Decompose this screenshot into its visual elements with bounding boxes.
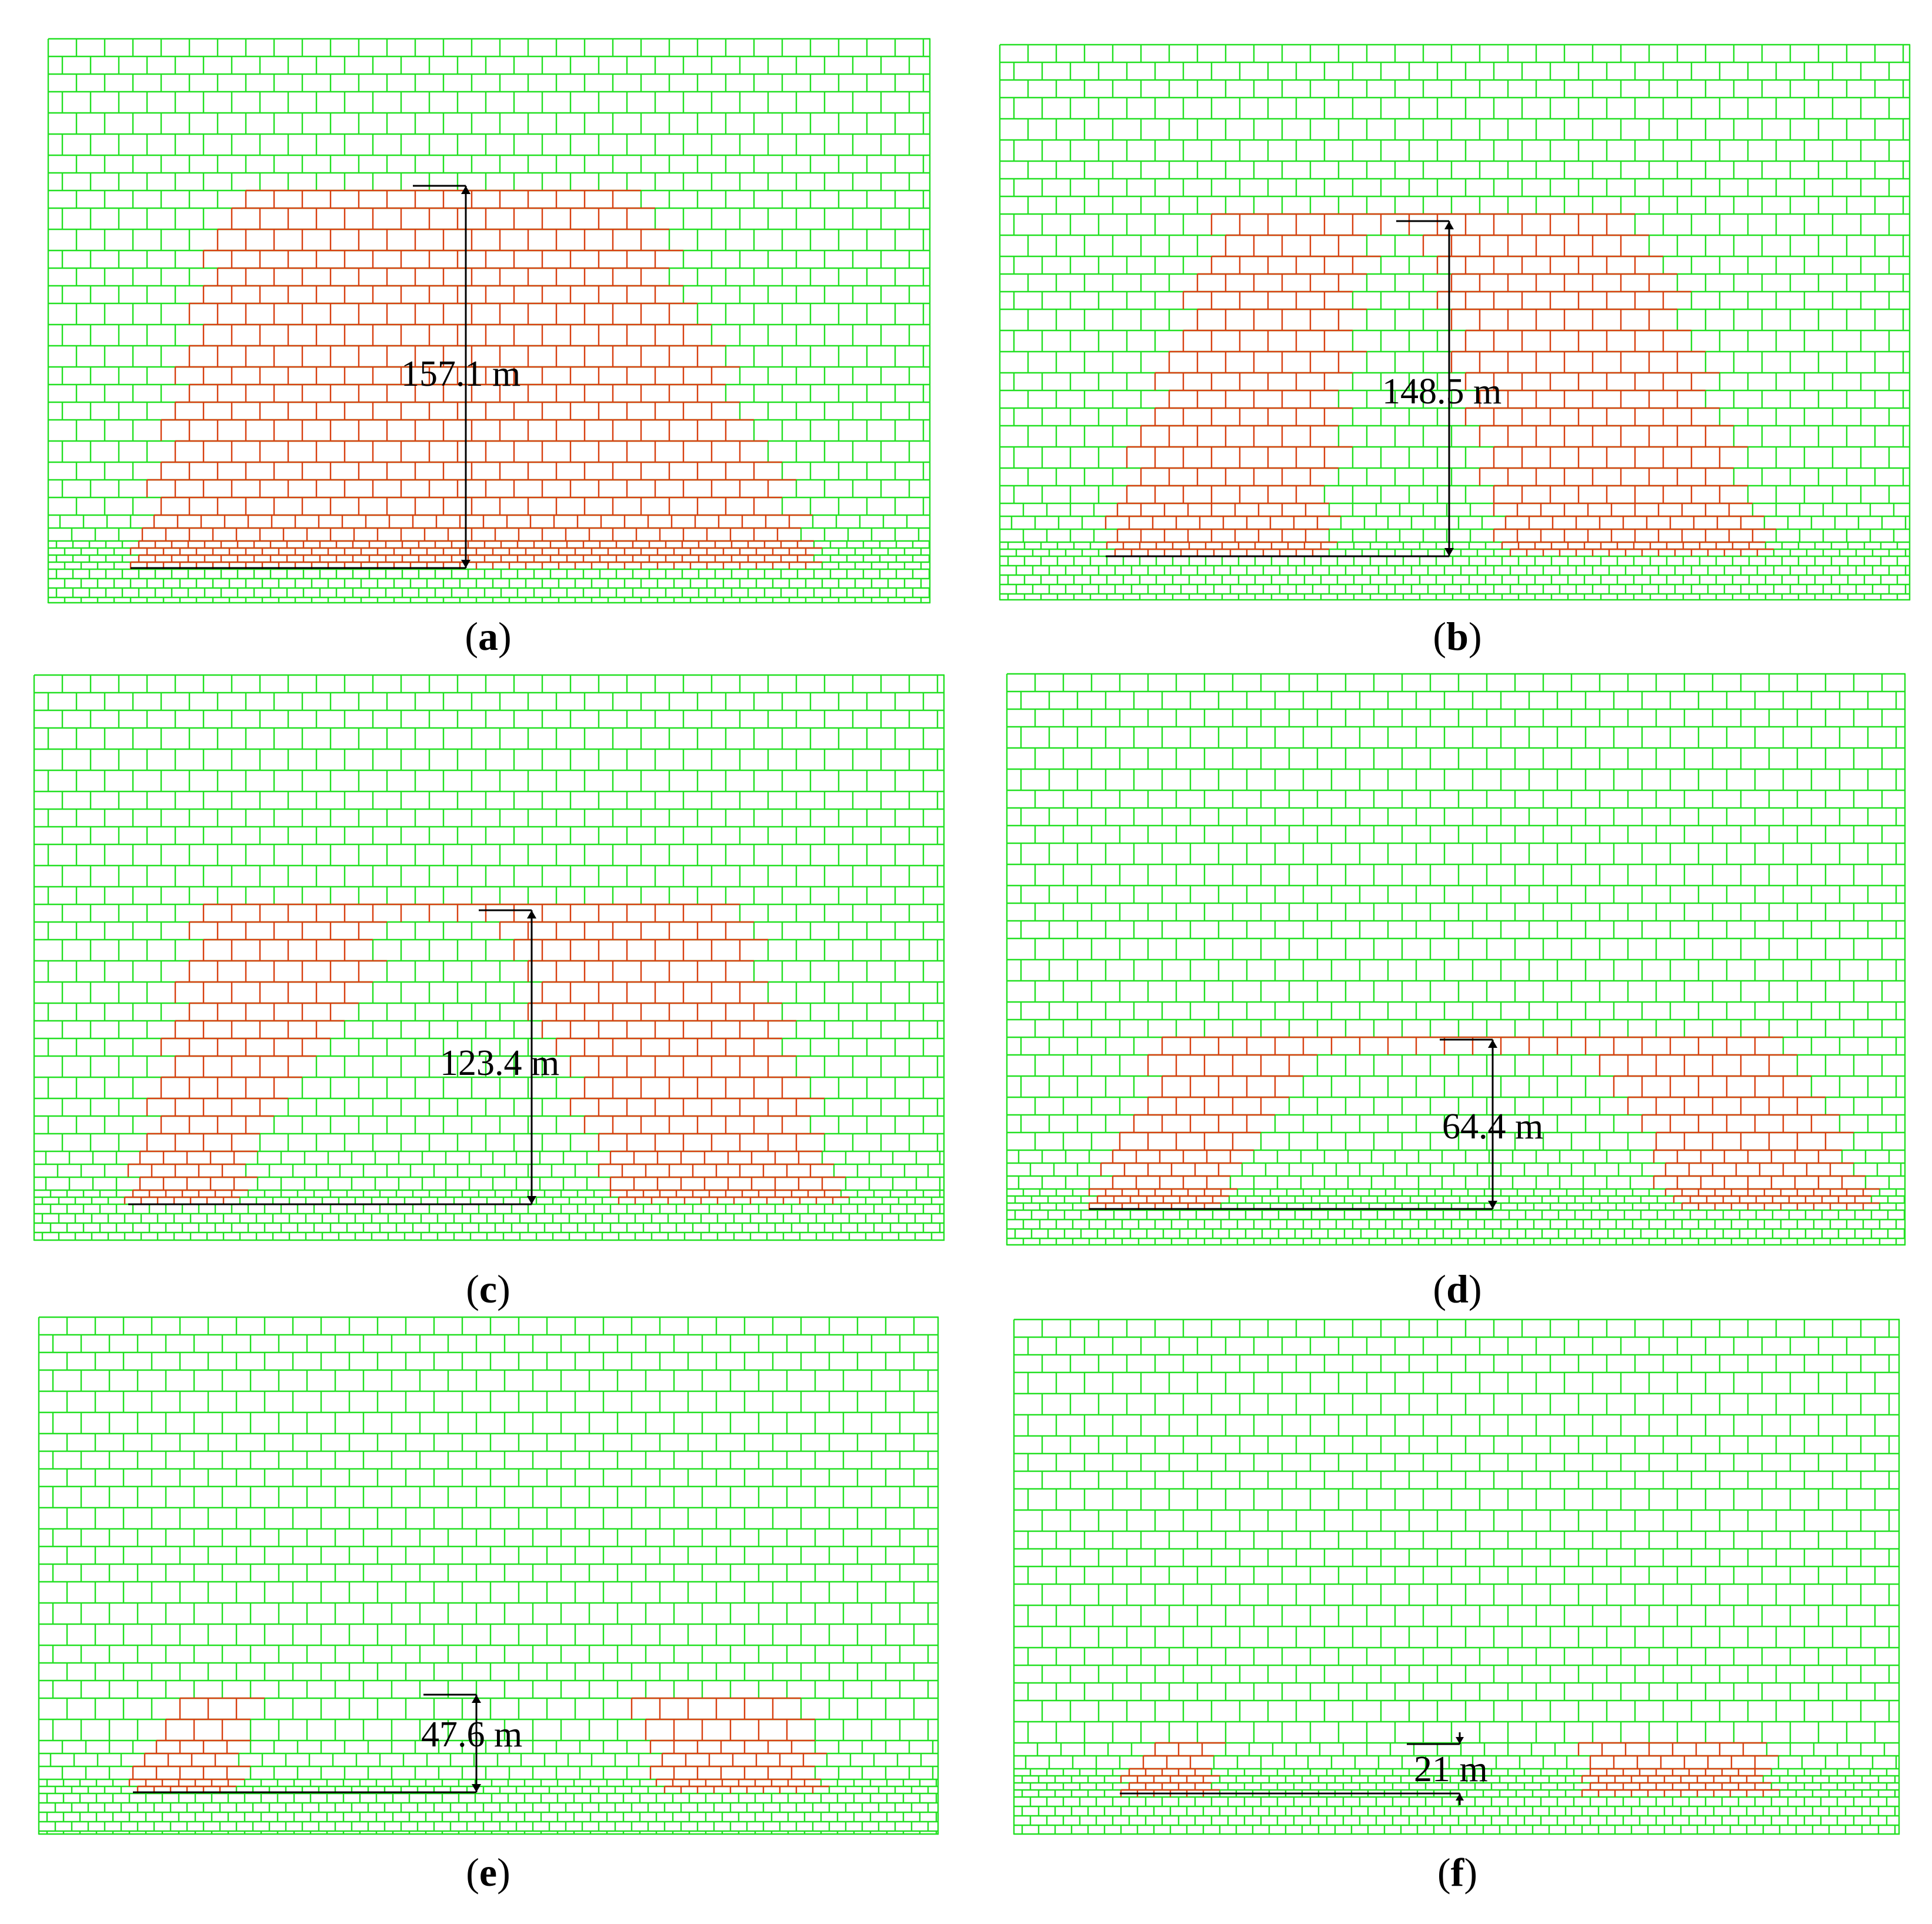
fractured-zone-blocks — [129, 189, 822, 569]
fractured-zone-blocks — [124, 903, 849, 1204]
arrow-down-icon — [461, 560, 471, 568]
height-label: 123.4 m — [440, 1043, 559, 1083]
fractured-zone-blocks — [1105, 213, 1776, 556]
height-dimension: 47.6 m — [133, 1693, 522, 1793]
panel-f-figure: 21 m — [1013, 1318, 1900, 1835]
arrow-down-icon — [1488, 1201, 1497, 1209]
arrow-down-icon — [1444, 548, 1454, 556]
arrow-down-icon — [472, 1784, 481, 1792]
height-label: 64.4 m — [1442, 1107, 1543, 1147]
caption-e: (e) — [466, 1850, 510, 1895]
height-dimension: 148.5 m — [1106, 220, 1501, 557]
panel-a-figure: 157.1 m — [47, 38, 931, 604]
rock-block-mesh — [999, 44, 1911, 601]
height-label: 157.1 m — [401, 354, 520, 394]
height-dimension: 21 m — [1120, 1732, 1488, 1805]
arrow-up-icon — [1456, 1793, 1464, 1801]
fractured-zone-blocks — [1120, 1742, 1780, 1797]
panel-c-figure: 123.4 m — [33, 674, 945, 1241]
height-dimension: 64.4 m — [1089, 1038, 1543, 1210]
arrow-up-icon — [461, 186, 471, 194]
fractured-zone-blocks — [1088, 1036, 1880, 1210]
arrow-up-icon — [1444, 221, 1454, 229]
arrow-up-icon — [527, 910, 536, 918]
rock-block-mesh — [47, 38, 931, 604]
caption-a: (a) — [465, 614, 512, 659]
height-dimension: 157.1 m — [131, 185, 520, 569]
arrow-down-icon — [1456, 1737, 1464, 1744]
arrow-up-icon — [472, 1695, 481, 1703]
caption-d: (d) — [1433, 1267, 1482, 1311]
arrow-up-icon — [1488, 1040, 1497, 1048]
caption-f: (f) — [1437, 1850, 1477, 1895]
height-dimension: 123.4 m — [128, 909, 559, 1205]
caption-b: (b) — [1433, 614, 1482, 659]
height-label: 47.6 m — [421, 1715, 522, 1755]
rock-block-mesh — [33, 674, 945, 1241]
panel-e-figure: 47.6 m — [38, 1316, 939, 1835]
caption-c: (c) — [466, 1267, 510, 1311]
height-label: 21 m — [1414, 1749, 1488, 1789]
fractured-zone-blocks — [128, 1697, 829, 1793]
rock-block-mesh — [1006, 673, 1906, 1246]
panel-b-figure: 148.5 m — [999, 44, 1911, 601]
height-label: 148.5 m — [1382, 372, 1501, 412]
panel-d-figure: 64.4 m — [1006, 673, 1906, 1246]
arrow-down-icon — [527, 1196, 536, 1204]
rock-block-mesh — [1013, 1318, 1900, 1835]
rock-block-mesh — [38, 1316, 939, 1835]
